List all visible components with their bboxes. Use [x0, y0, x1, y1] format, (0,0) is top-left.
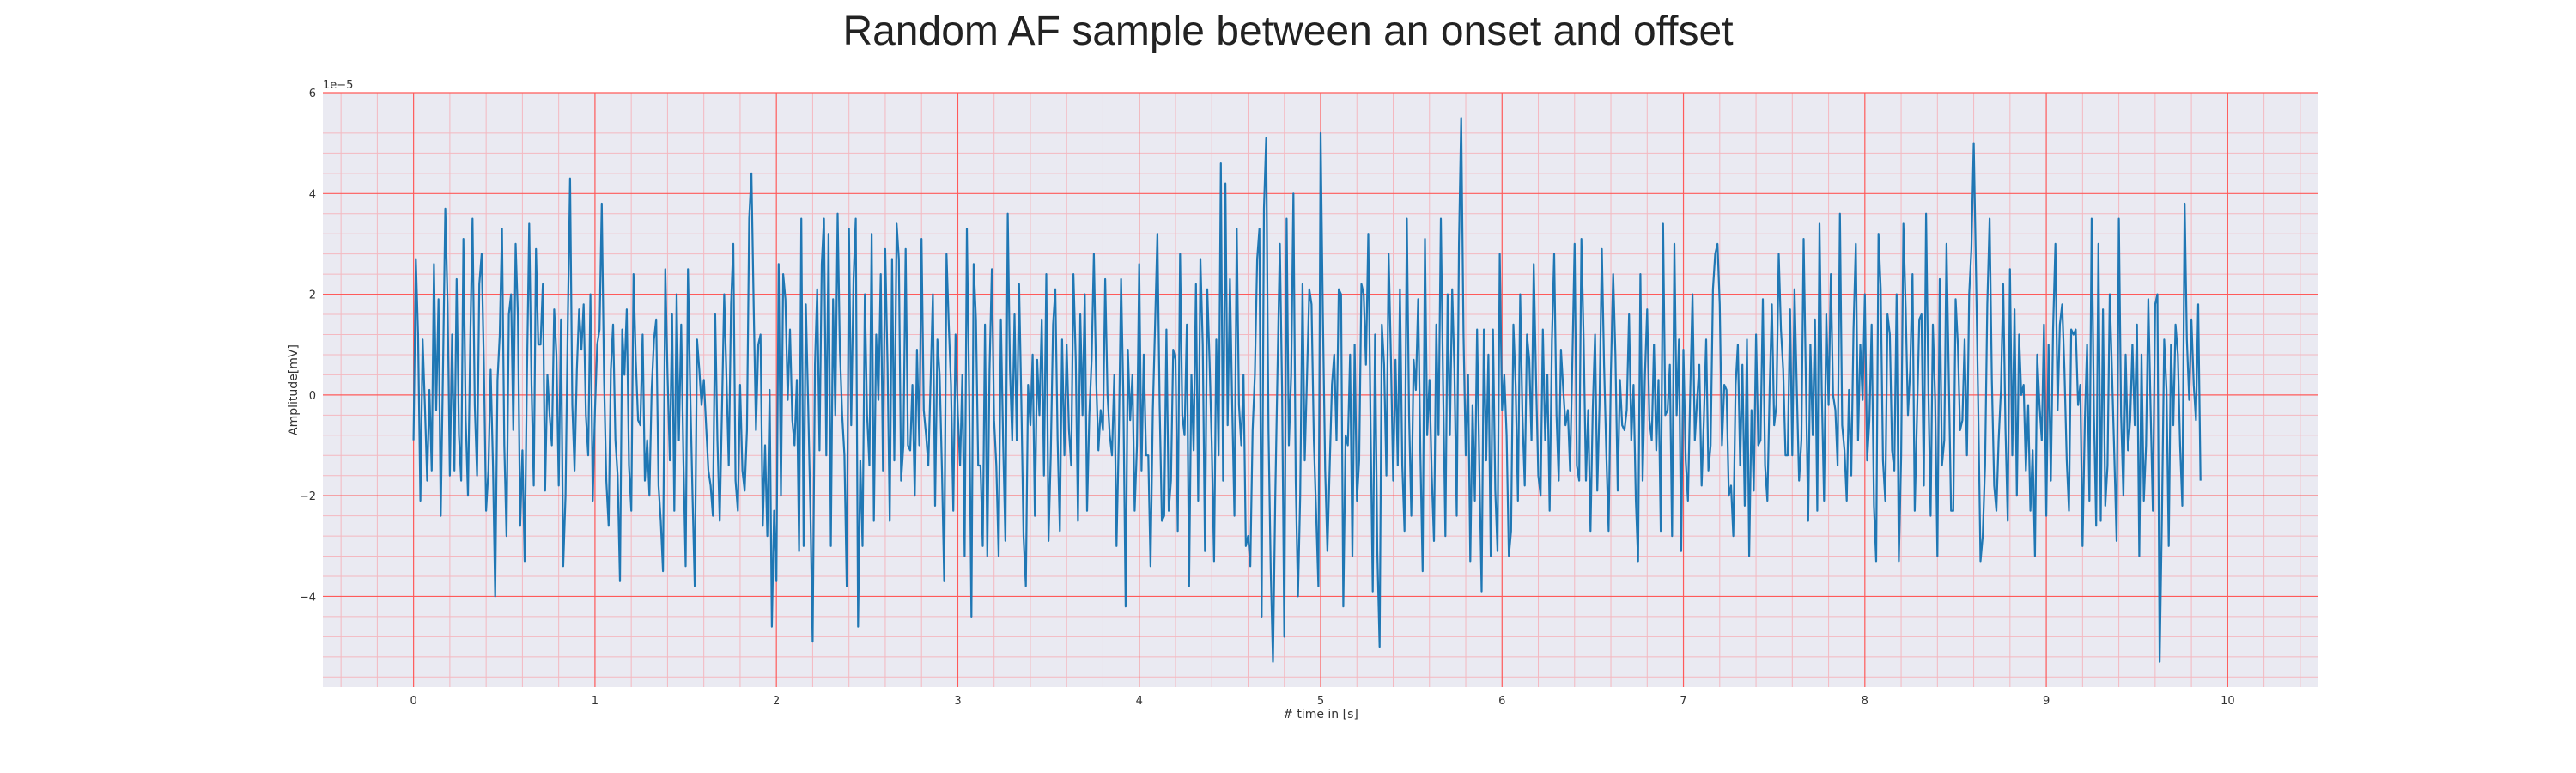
y-tick-label: 2: [309, 289, 316, 302]
x-tick-label: 9: [2043, 695, 2050, 708]
y-axis-label: Amplitude[mV]: [287, 344, 301, 435]
x-tick-label: 8: [1862, 695, 1868, 708]
y-offset-label: 1e−5: [323, 79, 353, 92]
x-tick-label: 0: [410, 695, 416, 708]
x-tick-label: 2: [773, 695, 780, 708]
x-tick-label: 10: [2221, 695, 2235, 708]
x-tick-label: 3: [954, 695, 961, 708]
x-tick-label: 4: [1136, 695, 1143, 708]
y-tick-labels: −4 −2 0 2 4 6: [300, 88, 316, 604]
y-tick-label: 6: [309, 88, 316, 100]
chart-title: Random AF sample between an onset and of…: [842, 9, 1733, 54]
y-tick-label: −2: [300, 490, 316, 503]
y-tick-label: 0: [309, 390, 316, 403]
x-tick-label: 6: [1498, 695, 1505, 708]
x-tick-label: 5: [1317, 695, 1324, 708]
y-tick-label: −4: [300, 591, 316, 604]
signal-line: [412, 117, 2202, 663]
x-axis-label: # time in [s]: [1283, 708, 1358, 721]
x-tick-label: 1: [592, 695, 598, 708]
signal-series: [412, 117, 2202, 663]
y-tick-label: 4: [309, 188, 316, 201]
x-tick-labels: 0 1 2 3 4 5 6 7 8 9 10: [410, 695, 2234, 708]
x-tick-label: 7: [1680, 695, 1686, 708]
